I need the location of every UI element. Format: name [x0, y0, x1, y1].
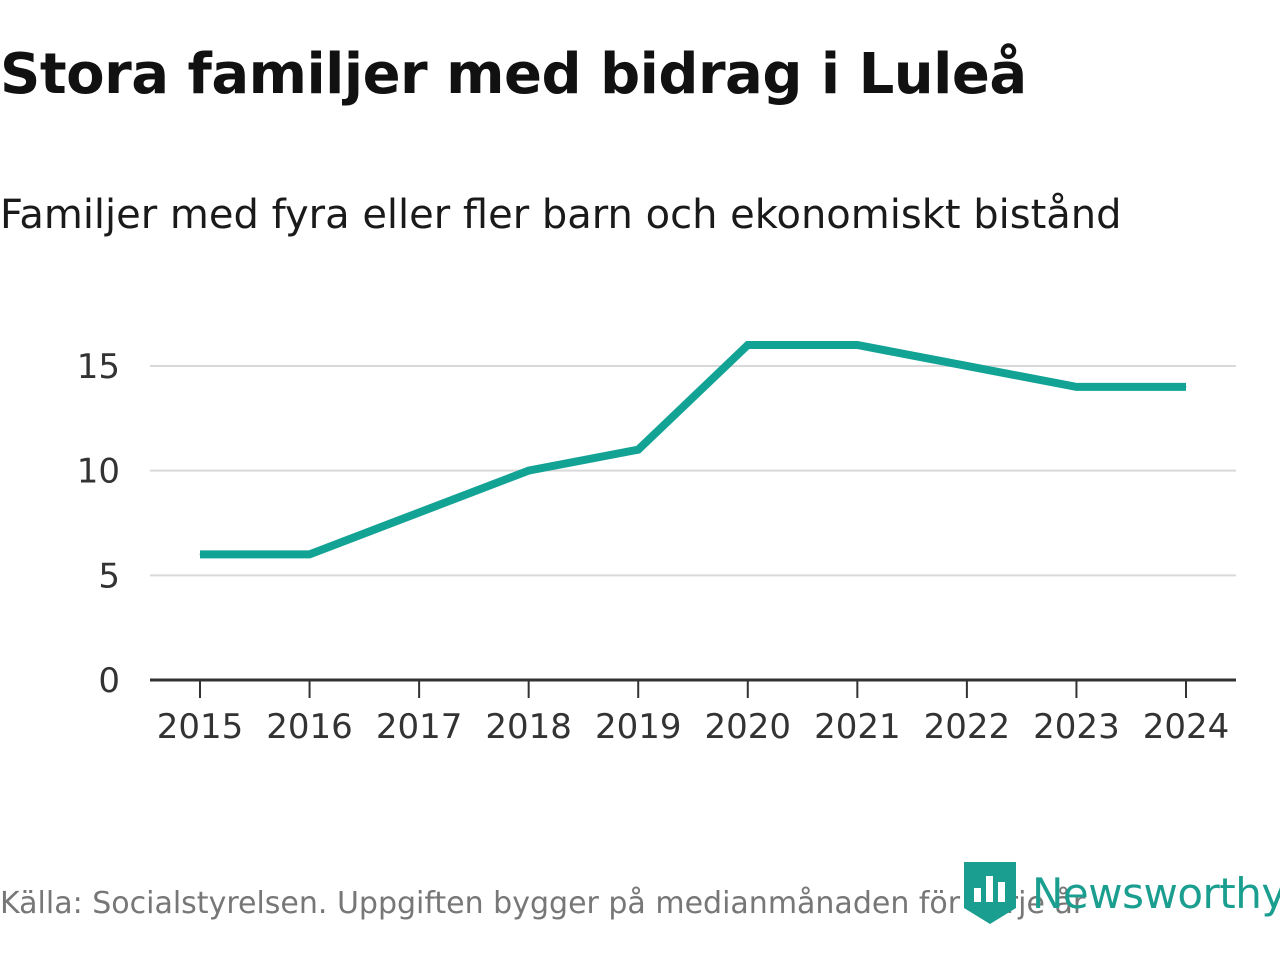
y-tick-label: 15	[77, 347, 120, 387]
brand-logo: Newsworthy	[964, 862, 1280, 924]
x-tick-label: 2018	[485, 707, 572, 747]
x-tick-label: 2024	[1143, 707, 1230, 747]
data-point	[966, 365, 968, 367]
x-axis-labels: 2015 2016 2017 2018 2019 2020 2021 2022 2023 2024	[157, 707, 1230, 747]
x-tick-label: 2015	[157, 707, 244, 747]
data-point	[528, 470, 530, 472]
data-point	[856, 344, 858, 346]
brand-name: Newsworthy	[1032, 868, 1280, 918]
x-tick-label: 2020	[705, 707, 792, 747]
y-tick-label: 5	[98, 556, 120, 596]
newsworthy-logo-icon	[964, 862, 1016, 924]
grid-lines	[150, 364, 1236, 577]
x-tick-label: 2023	[1033, 707, 1120, 747]
source-note: Källa: Socialstyrelsen. Uppgiften bygger…	[0, 886, 1086, 921]
data-point	[309, 553, 311, 555]
x-tick-label: 2022	[924, 707, 1011, 747]
x-tick-label: 2016	[266, 707, 353, 747]
data-point	[1185, 386, 1187, 388]
series-layer	[199, 341, 1187, 559]
x-axis	[150, 678, 1236, 698]
data-point	[199, 553, 201, 555]
y-axis-labels: 0 5 10 15	[77, 347, 120, 701]
x-tick-label: 2021	[814, 707, 901, 747]
x-tick-label: 2017	[376, 707, 463, 747]
x-tick-label: 2019	[595, 707, 682, 747]
y-tick-label: 10	[77, 452, 120, 492]
data-point	[637, 449, 639, 451]
data-point	[747, 344, 749, 346]
data-point	[418, 512, 420, 513]
y-tick-label: 0	[98, 661, 120, 701]
chart-subtitle: Familjer med fyra eller fler barn och ek…	[0, 192, 1122, 238]
series-line	[200, 341, 1186, 559]
data-point	[1075, 386, 1077, 388]
chart-title: Stora familjer med bidrag i Luleå	[0, 42, 1027, 107]
